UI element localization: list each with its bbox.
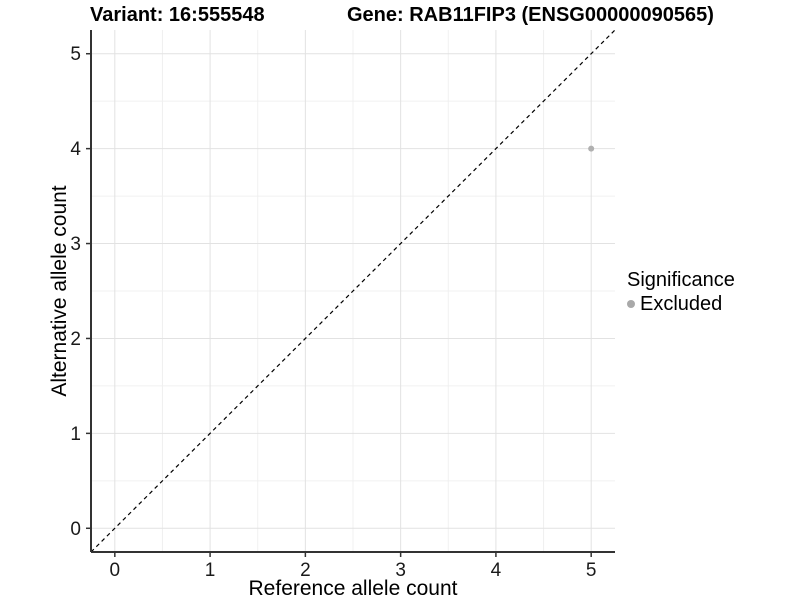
x-tick-label: 2 bbox=[300, 560, 311, 581]
x-tick-label: 1 bbox=[205, 560, 216, 581]
x-tick-label: 5 bbox=[586, 560, 597, 581]
x-axis-label: Reference allele count bbox=[248, 577, 458, 600]
y-tick-label: 4 bbox=[70, 139, 81, 160]
x-tick-label: 4 bbox=[491, 560, 502, 581]
scatter-plot-canvas: 0 1 2 3 4 5 0 1 2 3 4 5 bbox=[70, 29, 616, 581]
y-axis-label: Alternative allele count bbox=[48, 185, 71, 397]
y-tick-label: 2 bbox=[70, 329, 81, 350]
legend-title: Significance bbox=[627, 269, 735, 291]
y-tick-label: 0 bbox=[70, 519, 81, 540]
legend-item-label: Excluded bbox=[640, 293, 723, 315]
plot-title-gene: Gene: RAB11FIP3 (ENSG00000090565) bbox=[347, 4, 714, 26]
plot-title-variant: Variant: 16:555548 bbox=[90, 4, 265, 26]
legend: Significance Excluded bbox=[627, 268, 735, 316]
legend-point-icon bbox=[627, 300, 635, 308]
y-tick-label: 3 bbox=[70, 234, 81, 255]
y-tick-label: 5 bbox=[70, 44, 81, 65]
plot-panel: 0 1 2 3 4 5 0 1 2 3 4 5 bbox=[70, 29, 616, 581]
y-tick-label: 1 bbox=[70, 424, 81, 445]
x-tick-label: 3 bbox=[395, 560, 406, 581]
x-tick-label: 0 bbox=[110, 560, 121, 581]
legend-item-excluded: Excluded bbox=[627, 292, 735, 316]
